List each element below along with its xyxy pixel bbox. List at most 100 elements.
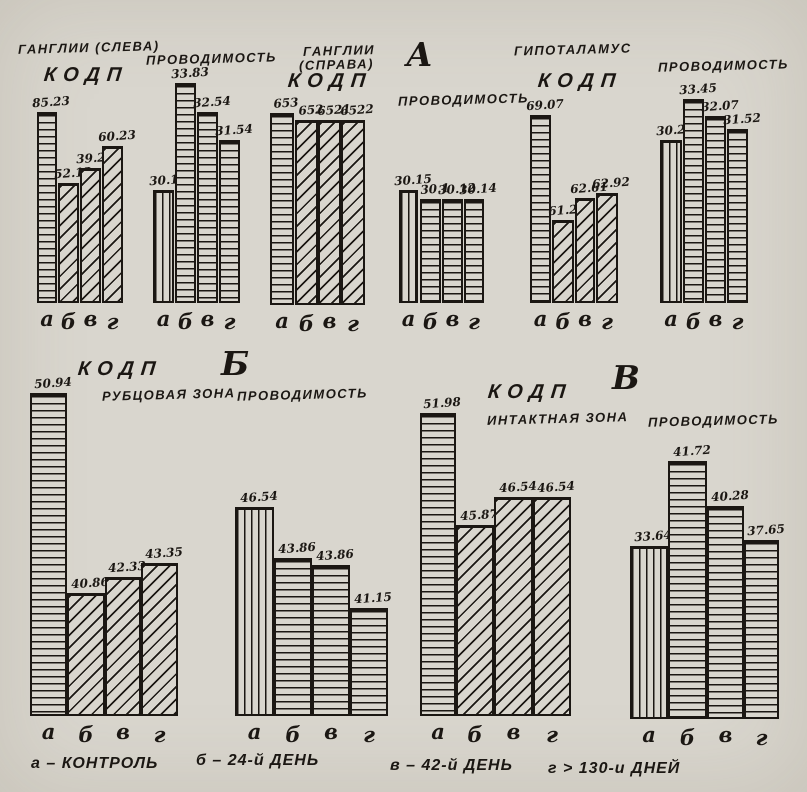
axis-category-label: в — [322, 308, 337, 333]
bar-ganglia-right-kodp-в — [318, 120, 341, 305]
axis-category-label: а — [41, 719, 56, 744]
bar-scar-zone-conductivity-в — [312, 565, 350, 716]
bar-intact-zone-kodp-г — [533, 497, 571, 716]
axis-category-label: в — [718, 722, 733, 747]
bar-scar-zone-kodp-в — [105, 577, 141, 716]
axis-category-label: г — [106, 309, 119, 334]
bar-hypothalamus-conductivity-в — [705, 116, 726, 303]
axis-category-label: г — [347, 311, 359, 336]
bar-ganglia-left-conductivity-в — [197, 112, 218, 303]
axis-category-label: б — [555, 309, 571, 334]
bar-ganglia-left-kodp-в — [80, 168, 101, 303]
bar-intact-zone-conductivity-а — [630, 546, 668, 719]
axis-category-label: а — [431, 719, 445, 744]
axis-category-label: г — [601, 309, 613, 334]
bar-ganglia-left-conductivity-а — [153, 190, 174, 303]
bar-ganglia-left-conductivity-б — [175, 83, 196, 303]
bar-ganglia-right-conductivity-г — [464, 199, 484, 303]
axis-category-label: б — [285, 722, 301, 747]
bar-hypothalamus-kodp-б — [552, 220, 574, 303]
chart-header-kodp-1: КОДП — [42, 64, 130, 86]
bar-intact-zone-kodp-б — [456, 525, 494, 716]
bar-hypothalamus-conductivity-г — [727, 129, 748, 303]
axis-category-label: в — [83, 306, 98, 331]
axis-category-label: б — [78, 722, 94, 747]
bar-value-label: 41.72 — [672, 442, 711, 460]
bar-scar-zone-conductivity-а — [235, 507, 274, 716]
axis-category-label: в — [200, 306, 215, 331]
bar-hypothalamus-conductivity-б — [683, 99, 704, 303]
bar-scar-zone-conductivity-б — [274, 558, 312, 716]
bar-scar-zone-conductivity-г — [350, 608, 388, 716]
section-letter-b: Б — [221, 344, 250, 383]
chart-header-kodp-3: КОДП — [536, 70, 624, 92]
bar-scar-zone-kodp-г — [141, 563, 178, 716]
legend-item-day130: г > 130-и ДНЕЙ — [548, 760, 681, 777]
bar-hypothalamus-kodp-г — [596, 193, 618, 303]
axis-category-label: в — [578, 306, 592, 331]
axis-category-label: г — [546, 722, 558, 747]
axis-category-label: в — [116, 719, 130, 744]
bar-intact-zone-conductivity-г — [744, 540, 779, 719]
bar-intact-zone-kodp-а — [420, 413, 456, 716]
bar-ganglia-right-conductivity-б — [420, 199, 441, 303]
bar-ganglia-right-kodp-г — [341, 120, 365, 305]
legend-item-day42: в – 42-й ДЕНЬ — [390, 757, 513, 774]
axis-category-label: б — [679, 725, 696, 750]
axis-category-label: в — [445, 306, 460, 331]
axis-category-label: б — [177, 309, 194, 334]
bar-value-label: 33.64 — [633, 527, 673, 545]
chart-header-kodp-5: КОДП — [486, 381, 574, 403]
bar-scar-zone-kodp-а — [30, 393, 67, 716]
bar-intact-zone-conductivity-в — [707, 506, 744, 719]
axis-category-label: г — [468, 309, 480, 334]
axis-category-label: г — [755, 725, 768, 750]
axis-category-label: а — [533, 306, 548, 331]
axis-category-label: б — [685, 309, 702, 334]
axis-category-label: г — [223, 309, 236, 334]
axis-category-label: в — [324, 719, 338, 744]
axis-category-label: а — [156, 306, 171, 331]
axis-category-label: а — [642, 722, 656, 747]
chart-header-kodp-2: КОДП — [286, 70, 374, 92]
axis-category-label: г — [363, 722, 375, 747]
bar-intact-zone-kodp-в — [494, 497, 533, 716]
chart-header-kodp-4: КОДП — [76, 358, 164, 380]
section-letter-v: В — [612, 358, 640, 397]
bar-ganglia-right-conductivity-а — [399, 190, 418, 303]
legend-item-control: а – КОНТРОЛЬ — [31, 755, 159, 772]
axis-category-label: в — [708, 306, 723, 331]
bar-ganglia-left-conductivity-г — [219, 140, 240, 303]
bar-scar-zone-kodp-б — [67, 593, 105, 716]
axis-category-label: б — [467, 722, 483, 747]
bar-ganglia-left-kodp-б — [58, 183, 79, 303]
axis-category-label: а — [664, 306, 678, 331]
bar-hypothalamus-kodp-в — [575, 198, 595, 303]
axis-category-label: а — [401, 306, 416, 331]
legend-item-day24: б – 24-й ДЕНЬ — [196, 752, 320, 769]
bar-value-label: 40.28 — [710, 487, 749, 505]
axis-category-label: в — [506, 719, 521, 744]
axis-category-label: а — [247, 719, 262, 744]
bar-hypothalamus-kodp-а — [530, 115, 551, 303]
axis-category-label: г — [153, 722, 166, 747]
axis-category-label: б — [60, 309, 77, 334]
bar-ganglia-right-kodp-б — [295, 120, 318, 305]
bar-ganglia-right-conductivity-в — [442, 199, 463, 303]
axis-category-label: а — [275, 308, 289, 333]
bar-hypothalamus-conductivity-а — [660, 140, 682, 303]
axis-category-label: а — [40, 306, 54, 331]
